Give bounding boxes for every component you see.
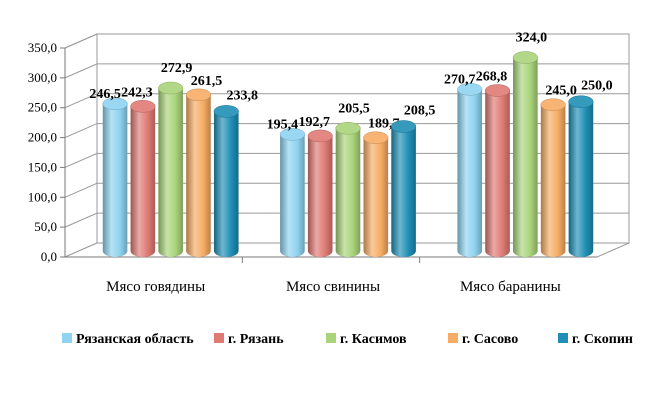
bar-top — [158, 81, 184, 95]
bar — [158, 88, 183, 257]
bar — [307, 135, 333, 257]
data-label: 261,5 — [191, 74, 223, 89]
y-tick-label: 350,0 — [28, 40, 57, 55]
bar — [102, 103, 128, 257]
data-label: 205,5 — [338, 101, 370, 116]
gridline — [64, 123, 629, 139]
x-tick-label: Мясо свинины — [286, 279, 380, 295]
bar-top — [363, 131, 389, 144]
data-label: 245,0 — [545, 84, 577, 99]
gridline — [64, 33, 629, 49]
bar-top — [568, 95, 594, 108]
bar — [130, 106, 156, 257]
bar — [335, 128, 361, 257]
bar — [391, 126, 416, 257]
bar-top — [307, 129, 333, 143]
bar — [485, 90, 510, 257]
bar-top — [279, 128, 305, 141]
bar-top — [102, 97, 128, 111]
bar — [540, 104, 566, 258]
bar-top — [484, 84, 511, 97]
data-label: 268,8 — [476, 69, 508, 84]
y-tick-label: 100,0 — [28, 189, 57, 204]
bar — [513, 57, 538, 258]
gridline — [64, 152, 629, 168]
bar — [568, 101, 594, 257]
bar-top — [130, 100, 156, 113]
data-label: 270,7 — [444, 72, 476, 87]
y-tick-label: 300,0 — [28, 70, 57, 85]
data-label: 192,7 — [298, 115, 330, 130]
bar — [363, 137, 389, 257]
gridline — [64, 212, 629, 228]
back-wall — [96, 33, 630, 244]
data-label: 233,8 — [227, 88, 259, 103]
data-label: 250,0 — [581, 79, 613, 94]
legend-label: Рязанская область — [76, 332, 194, 347]
bar-top — [512, 51, 538, 64]
bar-top — [457, 83, 483, 96]
legend-label: г. Скопин — [572, 332, 633, 347]
bar — [213, 111, 239, 257]
bar-top — [540, 98, 566, 111]
legend-swatch — [448, 333, 458, 343]
side-wall — [64, 33, 98, 258]
gridline — [64, 93, 629, 109]
y-tick-label: 200,0 — [28, 130, 57, 145]
data-label: 208,5 — [404, 103, 436, 118]
data-label: 272,9 — [161, 61, 193, 76]
legend-label: г. Касимов — [340, 332, 407, 347]
legend-label: г. Рязань — [228, 332, 284, 347]
data-label: 195,4 — [267, 117, 299, 132]
legend-swatch — [62, 333, 72, 343]
y-tick-label: 250,0 — [28, 100, 57, 115]
y-tick-label: 0,0 — [41, 249, 57, 264]
data-label: 324,0 — [516, 31, 548, 46]
bar-top — [213, 105, 239, 118]
data-label: 242,3 — [121, 85, 153, 100]
x-tick-label: Мясо говядины — [106, 279, 205, 295]
y-tick-label: 150,0 — [28, 159, 57, 174]
bar-top — [335, 122, 361, 135]
gridline — [64, 63, 629, 79]
legend-swatch — [558, 333, 568, 343]
legend-swatch — [214, 333, 224, 343]
bar — [280, 134, 305, 257]
gridline — [64, 182, 629, 198]
bar-top — [391, 120, 417, 133]
bar — [457, 89, 483, 258]
y-tick-label: 50,0 — [34, 219, 57, 234]
data-label: 246,5 — [89, 87, 121, 102]
legend-label: г. Сасово — [462, 332, 518, 347]
bar — [186, 94, 211, 257]
legend-swatch — [326, 333, 336, 343]
x-tick-label: Мясо баранины — [460, 279, 561, 295]
bar-top — [185, 88, 212, 102]
